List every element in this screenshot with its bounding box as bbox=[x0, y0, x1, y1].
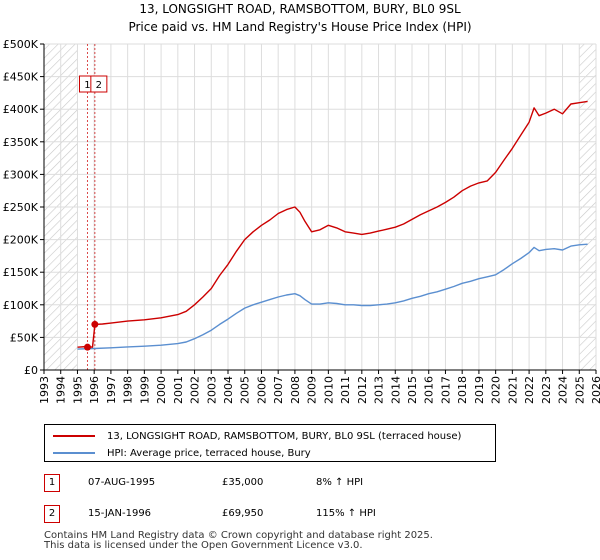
sale-hpi-change: 115% ↑ HPI bbox=[316, 508, 376, 519]
x-tick-label: 2004 bbox=[222, 376, 235, 404]
sale-marker-label: 1 bbox=[84, 80, 90, 91]
price-chart: 13, LONGSIGHT ROAD, RAMSBOTTOM, BURY, BL… bbox=[3, 2, 600, 404]
x-tick-label: 2024 bbox=[557, 376, 570, 404]
x-tick-label: 2016 bbox=[423, 376, 436, 404]
x-tick-label: 2007 bbox=[272, 376, 285, 404]
footer-line-copyright: Contains HM Land Registry data © Crown c… bbox=[44, 530, 433, 541]
property-line-swatch bbox=[53, 435, 95, 437]
x-tick-label: 2001 bbox=[172, 376, 185, 404]
x-tick-label: 2008 bbox=[289, 376, 302, 404]
x-tick-label: 2012 bbox=[356, 376, 369, 404]
x-tick-label: 2015 bbox=[406, 376, 419, 404]
sale-row: 2 15-JAN-1996 £69,950 115% ↑ HPI bbox=[44, 505, 464, 525]
x-tick-label: 2014 bbox=[389, 376, 402, 404]
chart-title: 13, LONGSIGHT ROAD, RAMSBOTTOM, BURY, BL… bbox=[139, 2, 461, 16]
sale-point bbox=[83, 343, 91, 351]
chart-subtitle: Price paid vs. HM Land Registry's House … bbox=[128, 20, 471, 34]
footer-line-licence: This data is licensed under the Open Gov… bbox=[44, 540, 363, 551]
y-tick-label: £0 bbox=[24, 364, 38, 377]
x-tick-label: 2003 bbox=[205, 376, 218, 404]
legend-property-label: 13, LONGSIGHT ROAD, RAMSBOTTOM, BURY, BL… bbox=[107, 430, 462, 442]
sale-price: £69,950 bbox=[222, 508, 264, 519]
legend: 13, LONGSIGHT ROAD, RAMSBOTTOM, BURY, BL… bbox=[44, 424, 496, 462]
x-tick-label: 2005 bbox=[239, 376, 252, 404]
y-tick-label: £300K bbox=[3, 168, 39, 181]
x-tick-label: 1995 bbox=[71, 376, 84, 404]
footer-attribution: Contains HM Land Registry data © Crown c… bbox=[44, 531, 433, 551]
y-tick-label: £350K bbox=[3, 136, 39, 149]
x-tick-label: 2011 bbox=[339, 376, 352, 404]
x-tick-label: 2010 bbox=[322, 376, 335, 404]
y-tick-label: £200K bbox=[3, 234, 39, 247]
x-tick-label: 2022 bbox=[523, 376, 536, 404]
x-tick-label: 1994 bbox=[55, 376, 68, 404]
x-tick-label: 2025 bbox=[573, 376, 586, 404]
sale-date: 15-JAN-1996 bbox=[88, 508, 152, 519]
x-tick-label: 2000 bbox=[155, 376, 168, 404]
hpi-line bbox=[77, 243, 588, 350]
y-tick-label: £250K bbox=[3, 201, 39, 214]
sale-hpi-change: 8% ↑ HPI bbox=[316, 477, 364, 488]
x-tick-label: 1993 bbox=[38, 376, 51, 404]
y-tick-label: £450K bbox=[3, 71, 39, 84]
x-tick-label: 1998 bbox=[122, 376, 135, 404]
sale-point bbox=[91, 320, 99, 328]
legend-item-hpi: HPI: Average price, terraced house, Bury bbox=[53, 445, 311, 461]
x-tick-label: 2006 bbox=[255, 376, 268, 404]
x-tick-label: 2009 bbox=[306, 376, 319, 404]
property-price-line bbox=[77, 100, 588, 348]
x-tick-label: 2013 bbox=[373, 376, 386, 404]
hpi-line-swatch bbox=[53, 452, 95, 454]
x-tick-label: 1997 bbox=[105, 376, 118, 404]
x-tick-label: 1999 bbox=[138, 376, 151, 404]
x-tick-label: 2026 bbox=[590, 376, 600, 404]
sale-row: 1 07-AUG-1995 £35,000 8% ↑ HPI bbox=[44, 474, 464, 494]
x-tick-label: 1996 bbox=[88, 376, 101, 404]
sale-date: 07-AUG-1995 bbox=[88, 477, 156, 488]
x-tick-label: 2021 bbox=[506, 376, 519, 404]
y-tick-label: £100K bbox=[3, 299, 39, 312]
x-tick-label: 2019 bbox=[473, 376, 486, 404]
sale-badge: 1 bbox=[44, 474, 60, 492]
legend-item-property: 13, LONGSIGHT ROAD, RAMSBOTTOM, BURY, BL… bbox=[53, 428, 461, 444]
sale-badge: 2 bbox=[44, 505, 60, 523]
x-tick-label: 2017 bbox=[439, 376, 452, 404]
y-tick-label: £150K bbox=[3, 266, 39, 279]
sale-marker-box bbox=[90, 75, 108, 93]
x-tick-label: 2020 bbox=[490, 376, 503, 404]
y-tick-label: £50K bbox=[10, 331, 39, 344]
y-tick-label: £500K bbox=[3, 38, 39, 51]
legend-hpi-label: HPI: Average price, terraced house, Bury bbox=[107, 447, 311, 459]
x-tick-label: 2002 bbox=[189, 376, 202, 404]
sale-marker-label: 2 bbox=[96, 80, 102, 91]
sale-price: £35,000 bbox=[222, 477, 264, 488]
x-tick-label: 2018 bbox=[456, 376, 469, 404]
y-tick-label: £400K bbox=[3, 103, 39, 116]
x-tick-label: 2023 bbox=[540, 376, 553, 404]
